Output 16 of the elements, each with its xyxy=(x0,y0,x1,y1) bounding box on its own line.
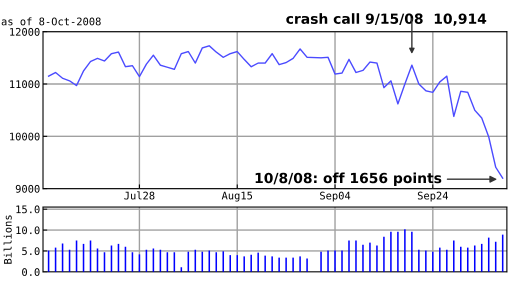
chart-subtitle: as of 8-Oct-2008 xyxy=(2,17,101,26)
y-tick-label: 10000 xyxy=(10,132,40,140)
x-tick-label: Sep24 xyxy=(418,192,448,202)
x-tick-label: Jul28 xyxy=(124,191,154,200)
x-tick-label: Aug15 xyxy=(222,192,252,202)
y-tick-label: 9000 xyxy=(16,184,40,193)
y-tick-label: 0.0 xyxy=(22,268,40,276)
x-tick-label: Sep04 xyxy=(320,192,350,202)
y-tick-label: 5.0 xyxy=(22,247,40,256)
annotation: 10/8/08: off 1656 points xyxy=(256,172,442,186)
y-tick-label: 12000 xyxy=(10,28,40,36)
y-tick-label: 11000 xyxy=(10,80,40,88)
text: crash call 9/15/08 10,914 xyxy=(286,13,486,26)
y-tick-label: 10.0 xyxy=(16,226,40,234)
y-axis-title: Billions xyxy=(4,215,12,264)
y-tick-label: 15.0 xyxy=(16,205,40,214)
